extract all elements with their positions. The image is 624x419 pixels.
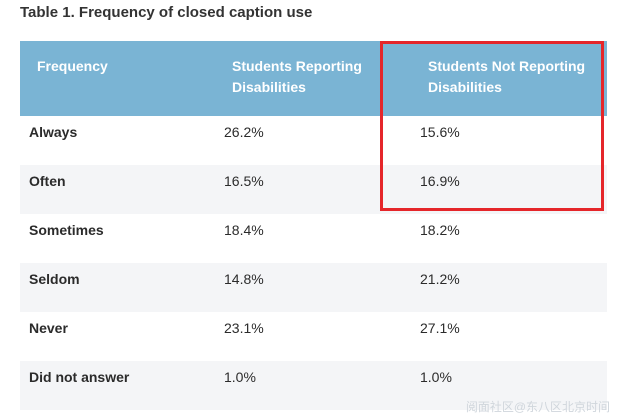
row-label: Never <box>29 320 68 336</box>
row-label: Sometimes <box>29 222 104 238</box>
row-label: Always <box>29 124 78 140</box>
table-row: Often 16.5% 16.9% <box>20 165 607 214</box>
row-value-not-reporting: 15.6% <box>420 124 460 140</box>
frequency-table: Frequency Students Reporting Disabilitie… <box>20 41 607 410</box>
row-value-reporting: 1.0% <box>224 369 256 385</box>
header-students-reporting: Students Reporting Disabilities <box>232 58 362 95</box>
table-row: Never 23.1% 27.1% <box>20 312 607 361</box>
row-label: Often <box>29 173 66 189</box>
table-row: Seldom 14.8% 21.2% <box>20 263 607 312</box>
table-caption: Table 1. Frequency of closed caption use <box>20 4 313 21</box>
row-value-reporting: 14.8% <box>224 271 264 287</box>
row-value-reporting: 26.2% <box>224 124 264 140</box>
row-value-reporting: 16.5% <box>224 173 264 189</box>
row-value-not-reporting: 18.2% <box>420 222 460 238</box>
watermark: 阅面社区@东八区北京时间 <box>465 400 610 414</box>
table-header-row: Frequency Students Reporting Disabilitie… <box>20 41 607 116</box>
table-row: Sometimes 18.4% 18.2% <box>20 214 607 263</box>
header-frequency: Frequency <box>37 58 108 74</box>
table-row: Always 26.2% 15.6% <box>20 116 607 165</box>
row-value-not-reporting: 27.1% <box>420 320 460 336</box>
table-row: Did not answer 1.0% 1.0% <box>20 361 607 410</box>
row-label: Did not answer <box>29 369 130 385</box>
header-students-not-reporting: Students Not Reporting Disabilities <box>428 58 586 95</box>
row-value-not-reporting: 21.2% <box>420 271 460 287</box>
row-value-reporting: 23.1% <box>224 320 264 336</box>
row-value-not-reporting: 16.9% <box>420 173 460 189</box>
row-value-reporting: 18.4% <box>224 222 264 238</box>
row-value-not-reporting: 1.0% <box>420 369 452 385</box>
row-label: Seldom <box>29 271 80 287</box>
